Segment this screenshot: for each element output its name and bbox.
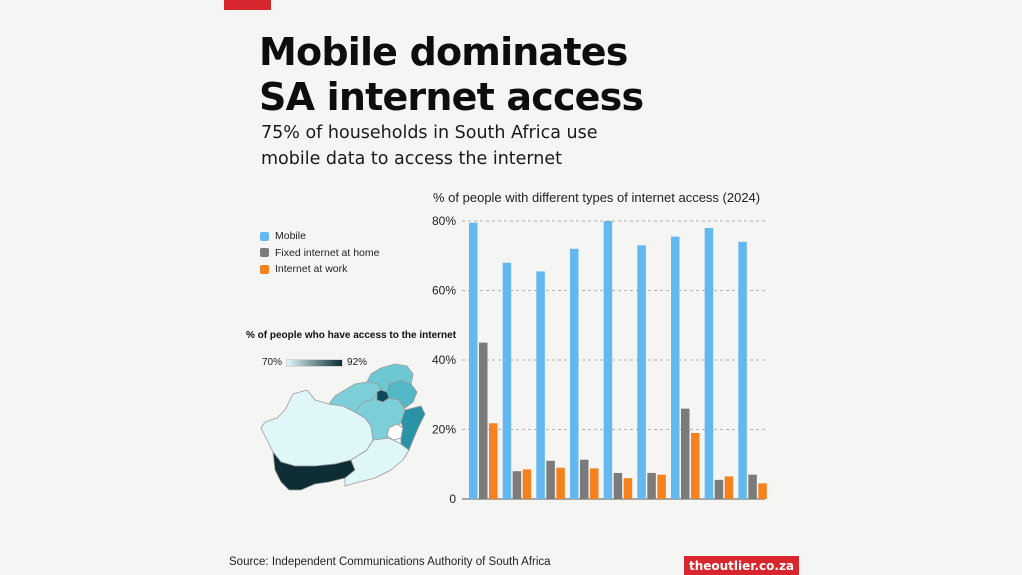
- legend-item-fixed: Fixed internet at home: [260, 245, 379, 262]
- bar-gp-1: [681, 408, 690, 499]
- bar-gp-2: [691, 432, 700, 499]
- bar-kzn-2: [623, 478, 633, 499]
- bar-nw-1: [647, 472, 656, 499]
- source-note: Source: Independent Communications Autho…: [229, 556, 551, 568]
- map-scale-max: 92%: [347, 357, 368, 368]
- chart-legend: Mobile Fixed internet at home Internet a…: [260, 228, 379, 278]
- y-tick-label: 80%: [432, 214, 456, 228]
- legend-label-work: Internet at work: [275, 263, 348, 276]
- bar-wc-0: [469, 222, 478, 500]
- bar-nc-0: [536, 271, 545, 499]
- map-color-scale: 70% 92%: [262, 357, 367, 368]
- legend-item-mobile: Mobile: [260, 228, 379, 245]
- bar-nw-0: [637, 245, 646, 499]
- bar-mp-2: [724, 476, 734, 499]
- y-tick-label: 0: [449, 492, 456, 506]
- map-title: % of people who have access to the inter…: [246, 330, 457, 341]
- y-tick-label: 60%: [432, 284, 456, 298]
- bar-nw-2: [657, 474, 666, 499]
- bar-lp-2: [758, 483, 767, 499]
- bar-gp-0: [671, 236, 680, 499]
- brand-accent-bar: [224, 0, 271, 10]
- title-line-1: Mobile dominates: [259, 30, 628, 74]
- province-lp: [366, 363, 414, 393]
- province-kzn: [400, 405, 426, 451]
- map-scale-gradient: [286, 358, 344, 367]
- brand-badge[interactable]: theoutlier.co.za: [684, 556, 799, 575]
- title-line-2: SA internet access: [259, 75, 644, 119]
- bar-wc-2: [489, 423, 498, 499]
- bar-fs-2: [590, 468, 599, 499]
- bar-lp-0: [738, 241, 747, 499]
- bar-kzn-1: [613, 472, 623, 499]
- bar-nc-1: [546, 460, 555, 499]
- south-africa-map: [260, 363, 426, 491]
- subtitle-line-1: 75% of households in South Africa use: [261, 123, 598, 143]
- subtitle-line-2: mobile data to access the internet: [261, 149, 563, 169]
- bar-mp-1: [714, 479, 724, 499]
- legend-label-mobile: Mobile: [275, 230, 306, 243]
- legend-swatch-mobile: [260, 231, 269, 241]
- bar-lp-1: [748, 474, 757, 499]
- y-tick-label: 40%: [432, 353, 456, 367]
- bar-wc-1: [479, 342, 488, 499]
- legend-item-work: Internet at work: [260, 261, 379, 278]
- bar-chart-title: % of people with different types of inte…: [433, 190, 761, 205]
- page-subtitle: 75% of households in South Africa use mo…: [261, 120, 661, 172]
- legend-swatch-work: [260, 264, 269, 274]
- bar-ec-2: [522, 469, 532, 499]
- bar-fs-0: [570, 248, 579, 499]
- bar-mp-0: [704, 227, 714, 499]
- bar-kzn-0: [603, 221, 613, 499]
- legend-swatch-fixed: [260, 248, 269, 258]
- internet-access-bar-chart: 020%40%60%80%WCECNCFSKZNNWGPMPLP: [432, 214, 767, 506]
- bar-fs-1: [580, 459, 589, 499]
- bar-ec-1: [512, 471, 522, 499]
- bar-ec-0: [502, 262, 512, 499]
- map-scale-min: 70%: [262, 357, 283, 368]
- page-title: Mobile dominates SA internet access: [259, 30, 679, 120]
- legend-label-fixed: Fixed internet at home: [275, 246, 380, 259]
- bar-nc-2: [556, 467, 565, 499]
- y-tick-label: 20%: [432, 423, 456, 437]
